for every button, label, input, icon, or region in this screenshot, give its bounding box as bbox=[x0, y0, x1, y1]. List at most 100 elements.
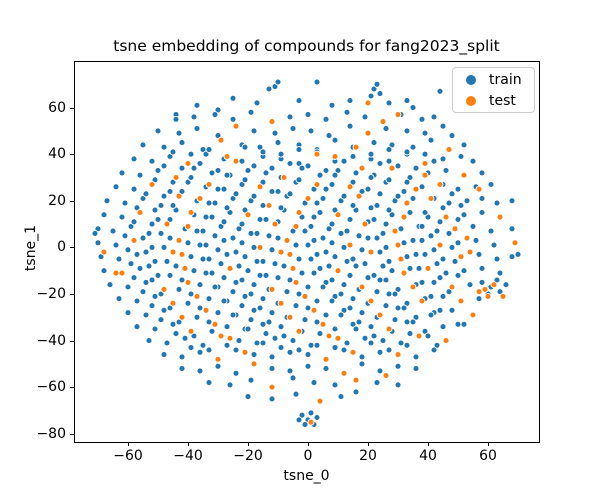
scatter-point-train bbox=[433, 227, 441, 235]
scatter-point-train bbox=[304, 362, 312, 370]
scatter-point-train bbox=[394, 381, 402, 389]
scatter-point-test bbox=[301, 292, 309, 300]
scatter-point-train bbox=[379, 262, 387, 270]
scatter-point-train bbox=[349, 295, 357, 303]
scatter-point-test bbox=[304, 195, 312, 202]
scatter-point-train bbox=[337, 393, 345, 401]
scatter-point-train bbox=[427, 136, 435, 144]
scatter-point-test bbox=[352, 376, 360, 384]
scatter-point-test bbox=[313, 150, 321, 158]
scatter-point-train bbox=[478, 209, 486, 216]
scatter-point-test bbox=[178, 250, 186, 258]
scatter-point-train bbox=[409, 104, 417, 112]
scatter-point-train bbox=[247, 229, 255, 237]
test-marker-icon bbox=[466, 95, 476, 106]
scatter-point-train bbox=[391, 316, 399, 324]
scatter-point-train bbox=[235, 262, 243, 270]
scatter-point-test bbox=[256, 243, 264, 251]
scatter-point-test bbox=[160, 285, 168, 293]
x-axis-label: tsne_0 bbox=[283, 468, 330, 484]
scatter-point-train bbox=[220, 297, 228, 305]
scatter-point-train bbox=[268, 246, 276, 254]
scatter-point-test bbox=[436, 241, 444, 249]
scatter-point-train bbox=[439, 292, 447, 300]
scatter-point-train bbox=[238, 276, 246, 284]
scatter-point-train bbox=[244, 167, 252, 174]
scatter-point-train bbox=[211, 232, 219, 240]
scatter-point-test bbox=[490, 281, 498, 289]
scatter-point-test bbox=[388, 164, 396, 172]
scatter-point-test bbox=[484, 292, 492, 300]
scatter-point-train bbox=[223, 204, 231, 212]
scatter-point-test bbox=[460, 171, 468, 179]
scatter-point-test bbox=[286, 313, 294, 321]
scatter-point-test bbox=[466, 248, 474, 256]
scatter-point-train bbox=[124, 283, 132, 291]
scatter-point-train bbox=[286, 367, 294, 375]
scatter-point-train bbox=[268, 365, 276, 373]
scatter-point-train bbox=[496, 269, 504, 277]
scatter-point-test bbox=[322, 355, 330, 363]
scatter-point-train bbox=[193, 101, 201, 109]
scatter-point-train bbox=[319, 195, 327, 202]
x-tick-label: 60 bbox=[479, 448, 497, 464]
scatter-point-train bbox=[328, 239, 336, 247]
scatter-point-test bbox=[214, 355, 222, 363]
scatter-point-train bbox=[346, 271, 354, 279]
scatter-point-train bbox=[220, 274, 228, 282]
scatter-point-train bbox=[199, 227, 207, 235]
scatter-point-test bbox=[319, 320, 327, 328]
scatter-point-train bbox=[460, 141, 468, 149]
scatter-point-test bbox=[346, 241, 354, 249]
scatter-point-test bbox=[367, 297, 375, 305]
scatter-point-test bbox=[394, 241, 402, 249]
scatter-point-train bbox=[193, 313, 201, 321]
scatter-point-test bbox=[169, 248, 177, 256]
scatter-point-train bbox=[418, 183, 426, 191]
scatter-point-train bbox=[277, 150, 285, 158]
scatter-point-train bbox=[376, 160, 384, 167]
scatter-point-train bbox=[217, 260, 225, 268]
scatter-point-train bbox=[142, 248, 150, 256]
scatter-point-train bbox=[271, 260, 279, 268]
scatter-point-train bbox=[259, 339, 267, 347]
scatter-point-test bbox=[364, 129, 372, 137]
legend-item-train: train bbox=[453, 71, 534, 89]
scatter-point-train bbox=[349, 202, 357, 209]
scatter-point-train bbox=[376, 276, 384, 284]
scatter-point-train bbox=[448, 306, 456, 314]
scatter-point-train bbox=[139, 141, 147, 149]
y-tick-label: 0 bbox=[57, 239, 66, 256]
scatter-point-train bbox=[358, 360, 366, 368]
scatter-point-train bbox=[397, 225, 405, 233]
scatter-point-test bbox=[184, 160, 192, 167]
scatter-point-train bbox=[460, 211, 468, 219]
scatter-point-train bbox=[343, 108, 351, 116]
scatter-point-train bbox=[403, 178, 411, 186]
scatter-point-train bbox=[214, 185, 222, 193]
scatter-point-train bbox=[142, 311, 150, 319]
scatter-point-test bbox=[286, 250, 294, 258]
scatter-point-train bbox=[439, 204, 447, 212]
scatter-point-train bbox=[346, 216, 354, 223]
scatter-point-train bbox=[130, 185, 138, 193]
scatter-point-train bbox=[139, 288, 147, 296]
scatter-point-train bbox=[322, 167, 330, 174]
scatter-point-train bbox=[298, 164, 306, 172]
scatter-point-train bbox=[382, 125, 390, 133]
scatter-point-train bbox=[196, 281, 204, 289]
scatter-point-train bbox=[343, 339, 351, 347]
scatter-point-train bbox=[250, 243, 258, 251]
scatter-point-train bbox=[406, 209, 414, 216]
scatter-point-train bbox=[298, 269, 306, 277]
scatter-point-train bbox=[370, 139, 378, 147]
scatter-point-train bbox=[211, 283, 219, 291]
scatter-point-train bbox=[265, 85, 273, 93]
scatter-point-train bbox=[337, 290, 345, 298]
scatter-point-train bbox=[427, 292, 435, 300]
scatter-point-train bbox=[316, 264, 324, 272]
scatter-point-train bbox=[193, 227, 201, 235]
y-tick-label: −60 bbox=[36, 379, 66, 396]
